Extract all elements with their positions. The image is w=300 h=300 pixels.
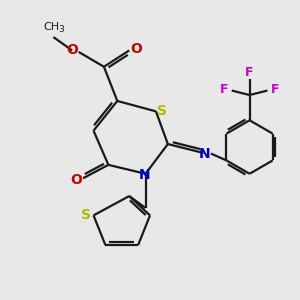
Text: S: S [157, 104, 167, 118]
Text: N: N [139, 168, 151, 182]
Text: O: O [66, 44, 78, 57]
Text: S: S [81, 208, 91, 222]
Text: O: O [130, 42, 142, 56]
Text: N: N [199, 147, 210, 160]
Text: CH: CH [43, 22, 59, 32]
Text: F: F [245, 66, 254, 79]
Text: F: F [220, 83, 229, 97]
Text: O: O [70, 173, 82, 187]
Text: F: F [271, 83, 279, 97]
Text: 3: 3 [58, 25, 64, 34]
